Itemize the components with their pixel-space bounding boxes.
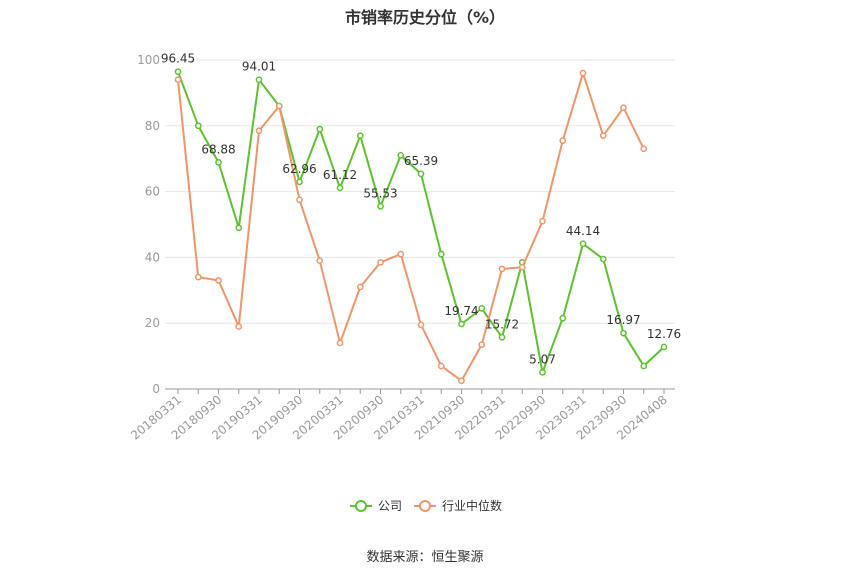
legend[interactable]: 公司 行业中位数 xyxy=(350,498,502,513)
data-point[interactable] xyxy=(397,152,405,159)
data-point[interactable] xyxy=(599,132,607,140)
data-point[interactable] xyxy=(417,321,425,329)
data-point[interactable] xyxy=(215,277,222,284)
data-label: 94.01 xyxy=(242,60,276,74)
data-label: 15.72 xyxy=(485,317,519,331)
data-point[interactable] xyxy=(194,273,202,281)
data-point[interactable] xyxy=(255,76,263,84)
data-point[interactable] xyxy=(235,224,243,232)
y-tick-label: 0 xyxy=(152,382,160,396)
data-label: 12.76 xyxy=(647,327,681,341)
data-point[interactable] xyxy=(397,250,405,258)
y-tick-label: 100 xyxy=(137,53,160,67)
data-point[interactable] xyxy=(660,343,668,351)
legend-label: 公司 xyxy=(378,499,402,513)
data-point[interactable] xyxy=(518,263,526,271)
data-point[interactable] xyxy=(559,314,567,322)
data-point[interactable] xyxy=(377,202,384,210)
data-label: 68.88 xyxy=(201,142,235,156)
data-point[interactable] xyxy=(458,320,465,328)
data-point[interactable] xyxy=(559,137,567,144)
series-line xyxy=(177,72,645,382)
data-label: 96.45 xyxy=(161,52,195,66)
data-point[interactable] xyxy=(417,170,425,178)
data-label: 5.07 xyxy=(529,352,556,366)
data-point[interactable] xyxy=(194,122,202,130)
series-company xyxy=(174,68,668,376)
data-point[interactable] xyxy=(255,127,263,135)
y-tick-label: 40 xyxy=(145,250,160,264)
data-point[interactable] xyxy=(356,283,364,291)
y-tick-label: 20 xyxy=(145,316,160,330)
data-label: 61.12 xyxy=(323,168,357,182)
data-point[interactable] xyxy=(275,102,283,110)
data-point[interactable] xyxy=(437,250,445,258)
legend-label: 行业中位数 xyxy=(442,498,502,513)
data-point[interactable] xyxy=(498,333,506,341)
legend-marker xyxy=(355,500,367,512)
data-point[interactable] xyxy=(539,217,546,225)
data-point[interactable] xyxy=(620,104,627,112)
series-layer xyxy=(174,68,668,385)
legend-item-industry-median[interactable]: 行业中位数 xyxy=(414,498,502,513)
data-label: 55.53 xyxy=(363,186,397,200)
data-point[interactable] xyxy=(316,257,324,265)
data-point[interactable] xyxy=(579,240,587,248)
series-industry-median xyxy=(174,69,648,385)
data-label: 65.39 xyxy=(404,154,438,168)
y-tick-label: 60 xyxy=(145,185,160,199)
legend-marker xyxy=(419,500,431,512)
data-point[interactable] xyxy=(174,68,182,76)
data-point[interactable] xyxy=(235,323,243,330)
data-point[interactable] xyxy=(437,362,445,370)
data-labels: 96.45 68.88 94.01 62.96 61.12 55.53 65.39 19.74… xyxy=(161,52,681,367)
grid-lines xyxy=(165,59,675,324)
data-point[interactable] xyxy=(296,178,303,186)
data-point[interactable] xyxy=(336,184,344,192)
y-tick-label: 80 xyxy=(145,119,160,133)
data-point[interactable] xyxy=(174,76,182,84)
data-point[interactable] xyxy=(458,377,465,385)
data-point[interactable] xyxy=(498,265,506,273)
legend-item-company[interactable]: 公司 xyxy=(350,499,402,513)
data-label: 62.96 xyxy=(282,162,316,176)
source-note: 数据来源：恒生聚源 xyxy=(366,550,484,565)
data-point[interactable] xyxy=(620,329,627,337)
data-point[interactable] xyxy=(478,305,486,312)
data-label: 16.97 xyxy=(606,313,640,327)
data-point[interactable] xyxy=(296,196,303,204)
axes: 0204060801002018033120180930201903312019… xyxy=(128,53,675,443)
data-point[interactable] xyxy=(640,362,648,370)
data-point[interactable] xyxy=(478,341,486,348)
data-point[interactable] xyxy=(640,145,648,153)
data-point[interactable] xyxy=(539,368,546,376)
data-point[interactable] xyxy=(215,159,222,166)
data-point[interactable] xyxy=(356,132,364,140)
data-label: 19.74 xyxy=(444,304,478,318)
data-point[interactable] xyxy=(579,69,587,77)
data-point[interactable] xyxy=(599,255,607,263)
data-label: 44.14 xyxy=(566,224,600,238)
chart-title: 市销率历史分位（%） xyxy=(344,8,506,27)
data-point[interactable] xyxy=(377,258,384,266)
data-point[interactable] xyxy=(336,339,344,347)
data-point[interactable] xyxy=(316,125,324,133)
